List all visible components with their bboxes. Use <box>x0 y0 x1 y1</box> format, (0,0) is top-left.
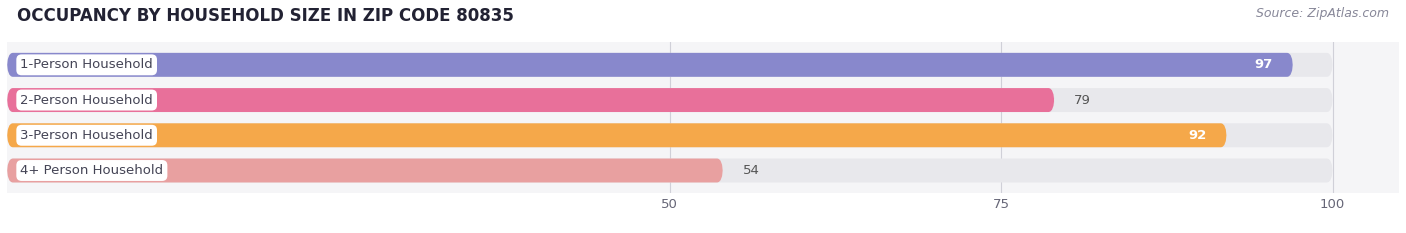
Text: 3-Person Household: 3-Person Household <box>20 129 153 142</box>
FancyBboxPatch shape <box>7 88 1054 112</box>
Text: 4+ Person Household: 4+ Person Household <box>20 164 163 177</box>
Text: 92: 92 <box>1188 129 1206 142</box>
Text: 54: 54 <box>742 164 759 177</box>
Text: OCCUPANCY BY HOUSEHOLD SIZE IN ZIP CODE 80835: OCCUPANCY BY HOUSEHOLD SIZE IN ZIP CODE … <box>17 7 513 25</box>
Text: 79: 79 <box>1074 94 1091 106</box>
Text: 97: 97 <box>1254 58 1272 71</box>
FancyBboxPatch shape <box>7 53 1294 77</box>
Text: 1-Person Household: 1-Person Household <box>20 58 153 71</box>
Text: 2-Person Household: 2-Person Household <box>20 94 153 106</box>
FancyBboxPatch shape <box>7 158 1333 182</box>
FancyBboxPatch shape <box>7 158 723 182</box>
FancyBboxPatch shape <box>7 88 1333 112</box>
FancyBboxPatch shape <box>7 123 1226 147</box>
Text: Source: ZipAtlas.com: Source: ZipAtlas.com <box>1256 7 1389 20</box>
FancyBboxPatch shape <box>7 123 1333 147</box>
FancyBboxPatch shape <box>7 53 1333 77</box>
